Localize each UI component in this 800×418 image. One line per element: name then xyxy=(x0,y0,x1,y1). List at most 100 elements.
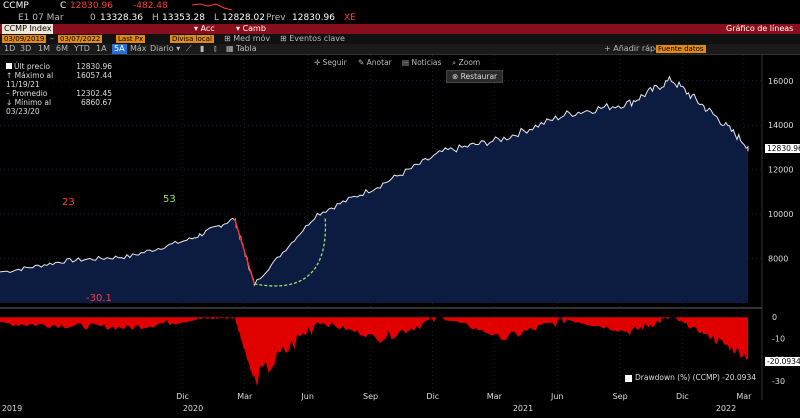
legend-swatch xyxy=(625,374,632,382)
price-tick-label: 16000 xyxy=(768,77,793,86)
year-tick-label: 2019 xyxy=(2,404,22,413)
drawdown-legend: Drawdown (%) (CCMP) -20.0934 xyxy=(622,372,759,383)
date-from-field[interactable]: 03/09/2019 xyxy=(2,35,47,43)
year-tick-label: 2022 xyxy=(716,404,736,413)
exchange-date: E1 07 Mar xyxy=(18,13,64,23)
month-tick-label: Jun xyxy=(300,392,314,401)
price-tick-label: 10000 xyxy=(768,210,793,219)
drawdown-area xyxy=(0,317,748,387)
period-3d[interactable]: 3D xyxy=(20,44,32,53)
time-axis: Dic Mar Jun Sep Dic Mar Jun Sep Dic Mar 2019 2020 20… xyxy=(2,392,752,413)
month-tick-label: Jun xyxy=(550,392,564,401)
drawdown-tick-label: 0 xyxy=(772,313,777,322)
legend-label: Últ precio xyxy=(6,62,50,71)
price-area xyxy=(0,76,748,303)
price-line xyxy=(0,75,749,287)
last-px-select[interactable]: Last Px xyxy=(116,35,146,43)
news-tool[interactable]: ▤ Noticias xyxy=(402,58,442,67)
date-to-field[interactable]: 03/07/2022 xyxy=(58,35,103,43)
eventos-toggle[interactable]: ⊞ Eventos clave xyxy=(280,34,345,43)
med-mov-toggle[interactable]: ⊞ Med móv xyxy=(224,34,271,43)
command-bar: CCMP Index ▾ Acc ▾ Camb Gráfico de línea… xyxy=(0,24,800,34)
legend-label: – Promedio xyxy=(6,89,48,98)
change-menu[interactable]: ▾ Camb xyxy=(236,24,266,33)
month-tick-label: Sep xyxy=(613,392,628,401)
date-bar: 03/09/2019 – 03/07/2022 Last Px Divisa l… xyxy=(0,34,800,44)
index-name-field[interactable]: CCMP Index xyxy=(2,24,54,34)
quote-header: CCMP C 12830.96 -482.48 xyxy=(0,0,800,12)
drawdown-tick-label: -10 xyxy=(772,334,785,343)
month-tick-label: Mar xyxy=(487,392,503,401)
high-value: 13353.28 xyxy=(162,13,205,23)
open-value: 13328.36 xyxy=(100,13,143,23)
open-label: 0 xyxy=(90,13,96,23)
date-separator: – xyxy=(50,34,54,43)
legend-label: ↓ Mínimo al 03/23/20 xyxy=(6,98,52,116)
drawdown-tick-label: -30 xyxy=(772,377,785,386)
actions-menu[interactable]: ▾ Acc xyxy=(194,24,215,33)
month-tick-label: Dic xyxy=(676,392,689,401)
quote-detail: E1 07 Mar 0 13328.36 H 13353.28 L 12828.… xyxy=(0,12,800,24)
chart-legend: Últ precio 12830.96 ↑ Máximo al 11/19/21 1… xyxy=(6,62,112,116)
period-1d[interactable]: 1D xyxy=(4,44,16,53)
period-ytd[interactable]: YTD xyxy=(74,44,90,53)
ticker: CCMP xyxy=(3,1,29,11)
sparkline-icon xyxy=(192,3,232,11)
period-1a[interactable]: 1A xyxy=(96,44,107,53)
legend-value: 6860.67 xyxy=(80,98,112,107)
currency-select[interactable]: Divisa local xyxy=(170,35,214,43)
legend-value: 12830.96 xyxy=(76,62,112,71)
low-value: 12828.02 xyxy=(222,13,265,23)
month-tick-label: Dic xyxy=(426,392,439,401)
legend-row: ↑ Máximo al 11/19/21 16057.44 xyxy=(6,71,112,89)
legend-label: ↑ Máximo al 11/19/21 xyxy=(6,71,54,89)
period-bar: 1D 3D 1M 6M YTD 1A 5A Máx Diario ▾ ⟋ ▮ ⫾… xyxy=(0,44,800,55)
restore-button[interactable]: ⊗ Restaurar xyxy=(446,70,504,83)
recovery-annotation: 53 xyxy=(163,194,176,205)
period-1m[interactable]: 1M xyxy=(38,44,50,53)
price-tick-label: 8000 xyxy=(768,255,788,264)
price-change: -482.48 xyxy=(133,1,168,11)
table-icon[interactable]: ▦ xyxy=(226,44,234,53)
bars-icon[interactable]: ⫾ xyxy=(214,44,217,53)
follow-tool[interactable]: ✛ Seguir xyxy=(314,58,347,67)
period-max[interactable]: Máx xyxy=(130,44,147,53)
peak-annotation: 23 xyxy=(62,197,75,208)
low-label: L xyxy=(214,13,220,23)
legend-row: – Promedio 12302.45 xyxy=(6,89,112,98)
line-icon[interactable]: ⟋ xyxy=(186,44,192,53)
legend-row: ↓ Mínimo al 03/23/20 6860.67 xyxy=(6,98,112,116)
month-tick-label: Dic xyxy=(176,392,189,401)
prev-label: Prev xyxy=(266,13,286,23)
last-price: 12830.96 xyxy=(70,1,113,11)
peak-to-trough-line xyxy=(233,218,256,285)
price-tick-label: 14000 xyxy=(768,121,793,130)
price-tick-label: 12000 xyxy=(768,166,793,175)
change-label: Camb xyxy=(242,24,266,33)
prev-value: 12830.96 xyxy=(292,13,335,23)
last-price-label: 12830.96 xyxy=(765,144,800,153)
drawdown-axis: 0-10-20-30 xyxy=(772,313,785,386)
period-5a[interactable]: 5A xyxy=(112,44,127,54)
chart-type-label: Gráfico de líneas xyxy=(726,24,794,33)
month-tick-label: Sep xyxy=(363,392,378,401)
month-tick-label: Mar xyxy=(736,392,752,401)
recovery-arc xyxy=(254,218,327,287)
annotate-tool[interactable]: ✎ Anotar xyxy=(358,58,392,67)
zoom-tool[interactable]: ⌕ Zoom xyxy=(452,58,481,67)
tabla-button[interactable]: Tabla xyxy=(236,44,257,53)
high-label: H xyxy=(152,13,159,23)
frequency-select[interactable]: Diario ▾ xyxy=(150,44,181,53)
candle-icon[interactable]: ▮ xyxy=(200,44,205,53)
data-source-field[interactable]: Fuente datos xyxy=(656,45,706,53)
last-drawdown-label: -20.0934 xyxy=(765,357,800,366)
drop-annotation: -30.1 xyxy=(86,293,112,304)
period-6m[interactable]: 6M xyxy=(56,44,68,53)
add-quick-button[interactable]: + Añadir rápc xyxy=(604,44,660,53)
close-flag: C xyxy=(60,1,67,11)
year-tick-label: 2021 xyxy=(513,404,533,413)
actions-label: Acc xyxy=(200,24,215,33)
year-tick-label: 2020 xyxy=(183,404,203,413)
month-tick-label: Mar xyxy=(237,392,253,401)
